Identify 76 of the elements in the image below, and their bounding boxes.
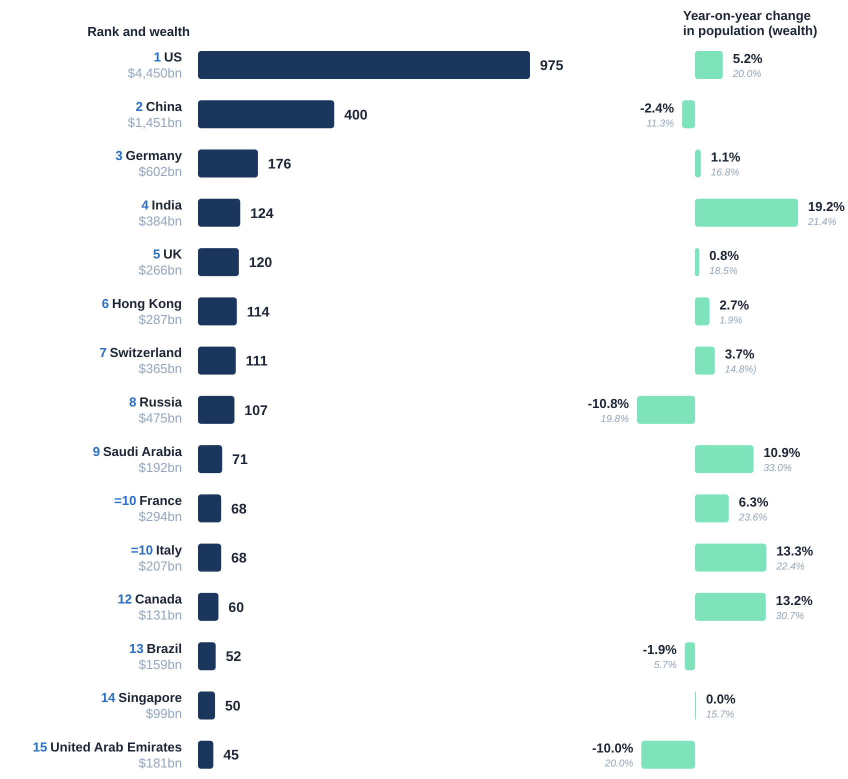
bar xyxy=(198,51,530,79)
data-label: 3.7% 14.8%) xyxy=(724,346,757,376)
y-tick-label: 6 Hong Kong $287bn xyxy=(102,296,182,327)
y-tick-label: 2 China $1,451bn xyxy=(128,98,183,130)
bar xyxy=(198,691,216,720)
bar xyxy=(694,248,700,276)
y-tick-label: 1 US $4,450bn xyxy=(128,50,182,81)
y-tick-label: 5 UK $266bn xyxy=(138,246,183,278)
bar xyxy=(684,642,695,670)
bar xyxy=(198,544,222,572)
y-tick-label: 13 Brazil $159bn xyxy=(129,640,182,672)
y-tick-label: 9 Saudi Arabia $192bn xyxy=(92,444,183,475)
bar xyxy=(641,740,695,769)
data-label: 52 xyxy=(226,648,242,664)
y-tick-label: 12 Canada $131bn xyxy=(118,592,183,623)
data-label: 400 xyxy=(344,106,368,122)
data-label: 45 xyxy=(223,746,240,763)
bar xyxy=(694,494,729,522)
bar xyxy=(694,150,701,178)
data-label: 68 xyxy=(231,550,247,566)
bar xyxy=(682,100,695,128)
data-label: 1.1% 16.8% xyxy=(710,150,741,179)
data-label: 975 xyxy=(540,57,564,73)
data-label: 124 xyxy=(250,204,274,221)
data-label: 111 xyxy=(246,352,268,369)
bar xyxy=(198,346,236,375)
bar xyxy=(694,346,715,375)
bar xyxy=(198,494,222,522)
bar xyxy=(694,544,766,572)
bar xyxy=(198,297,237,326)
data-label: 107 xyxy=(244,402,268,418)
bar xyxy=(694,198,798,227)
y-tick-label: 4 India $384bn xyxy=(138,197,183,228)
data-label: 0.8% 18.5% xyxy=(709,248,740,278)
bar xyxy=(694,297,710,326)
y-tick-label: 15 United Arab Emirates $181bn xyxy=(32,739,182,770)
data-label: 50 xyxy=(225,697,241,714)
bar xyxy=(694,445,754,474)
data-label: -10.0% 20.0% xyxy=(592,740,634,770)
y-tick-label: =10 France $294bn xyxy=(114,493,182,524)
data-label: -10.8% 19.8% xyxy=(588,396,630,425)
bar xyxy=(198,445,222,474)
y-tick-label: 3 Germany $602bn xyxy=(115,148,183,180)
bar xyxy=(198,740,214,769)
y-tick-label: 7 Switzerland $365bn xyxy=(100,345,182,376)
bar xyxy=(198,642,216,670)
data-label: 68 xyxy=(231,500,247,516)
chart-title: Rank and wealth xyxy=(86,24,190,39)
data-label: 120 xyxy=(248,254,272,270)
data-label: 19.2% 21.4% xyxy=(807,198,846,228)
bar xyxy=(694,592,766,621)
data-label: 2.7% 1.9% xyxy=(719,297,750,326)
y-tick-label: 8 Russia $475bn xyxy=(129,394,183,426)
bar xyxy=(637,396,695,424)
bar xyxy=(198,396,234,424)
data-label: -1.9% 5.7% xyxy=(642,642,678,672)
bar xyxy=(198,248,239,276)
bar xyxy=(198,150,258,178)
data-label: 0.0% 15.7% xyxy=(706,691,736,720)
data-label: 60 xyxy=(228,598,244,615)
y-tick-label: 14 Singapore $99bn xyxy=(100,690,182,722)
data-label: 13.2% 30.7% xyxy=(776,592,814,622)
data-label: 13.3% 22.4% xyxy=(775,544,814,573)
data-label: 71 xyxy=(232,451,248,468)
data-label: 176 xyxy=(268,156,292,172)
data-label: 10.9% 33.0% xyxy=(763,445,801,474)
bar xyxy=(694,51,723,79)
data-label: 6.3% 23.6% xyxy=(738,494,769,524)
bar xyxy=(198,100,334,128)
y-tick-label: =10 Italy $207bn xyxy=(130,542,183,574)
data-label: 5.2% 20.0% xyxy=(732,51,763,80)
data-label: -2.4% 11.3% xyxy=(640,100,675,130)
chart-title: Year-on-year change in population (wealth) xyxy=(683,8,818,38)
bar xyxy=(198,592,218,621)
data-label: 114 xyxy=(246,303,270,320)
bar xyxy=(198,198,240,227)
